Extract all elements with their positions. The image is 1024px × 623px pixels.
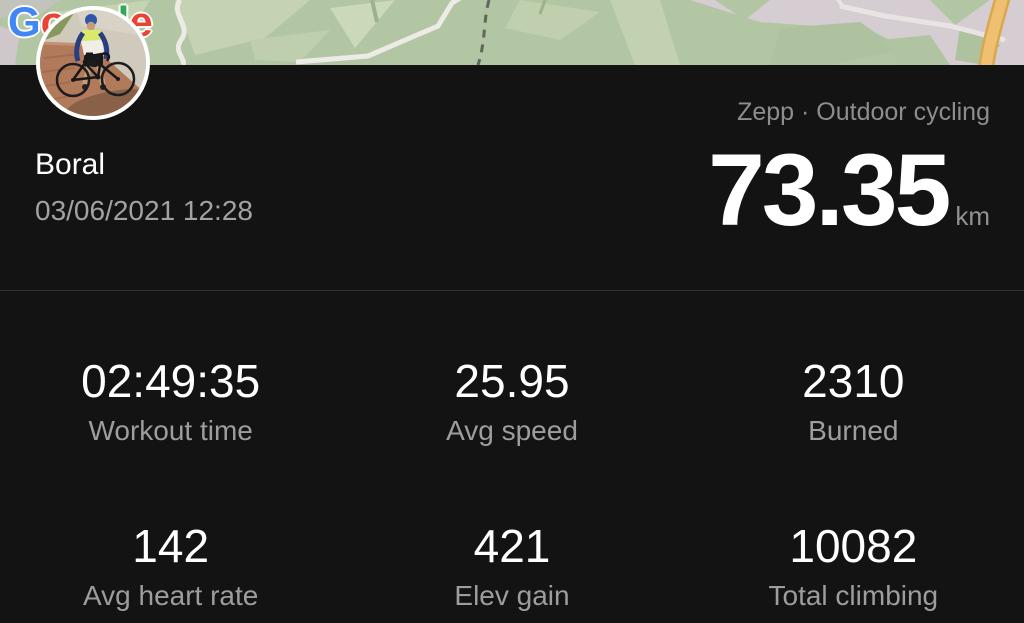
google-letter: G xyxy=(8,0,41,45)
stat-workout-time: 02:49:35 Workout time xyxy=(0,355,341,448)
stats-grid: 02:49:35 Workout time 25.95 Avg speed 23… xyxy=(0,291,1024,623)
source-app-label: Zepp · Outdoor cycling xyxy=(737,98,990,126)
avatar[interactable] xyxy=(36,6,150,120)
stat-value: 2310 xyxy=(802,355,905,407)
stat-avg-speed: 25.95 Avg speed xyxy=(341,355,682,448)
distance-value: 73.35 xyxy=(708,133,951,247)
map-urban-areas xyxy=(0,0,1024,65)
stat-value: 02:49:35 xyxy=(81,355,261,407)
stat-value: 10082 xyxy=(789,520,918,572)
stat-label: Avg heart rate xyxy=(82,580,259,611)
map-roads xyxy=(174,0,1006,65)
cyclist-photo xyxy=(40,10,146,116)
stat-label: Total climbing xyxy=(768,580,939,611)
distance-unit: km xyxy=(955,201,990,231)
stat-value: 142 xyxy=(132,520,210,572)
map-ridge-lines xyxy=(370,0,547,23)
stat-total-climbing: 10082 Total climbing xyxy=(683,520,1024,613)
stat-label: Workout time xyxy=(88,415,253,446)
map-boundary-dashed-line xyxy=(476,0,491,65)
stat-value: 421 xyxy=(473,520,551,572)
route-map[interactable]: Google xyxy=(0,0,1024,65)
map-highway xyxy=(978,0,1011,65)
stat-label: Elev gain xyxy=(454,580,570,611)
workout-datetime: 03/06/2021 12:28 xyxy=(35,195,253,226)
stat-label: Avg speed xyxy=(446,415,578,446)
distance-display: 73.35 km xyxy=(708,139,990,241)
stat-label: Burned xyxy=(808,415,899,446)
map-image xyxy=(0,0,1024,65)
section-divider xyxy=(0,290,1024,291)
stat-avg-heart-rate: 142 Avg heart rate xyxy=(0,520,341,613)
stat-value: 25.95 xyxy=(454,355,570,407)
stat-elev-gain: 421 Elev gain xyxy=(341,520,682,613)
stat-burned: 2310 Burned xyxy=(683,355,1024,448)
workout-title: Boral xyxy=(35,148,106,181)
